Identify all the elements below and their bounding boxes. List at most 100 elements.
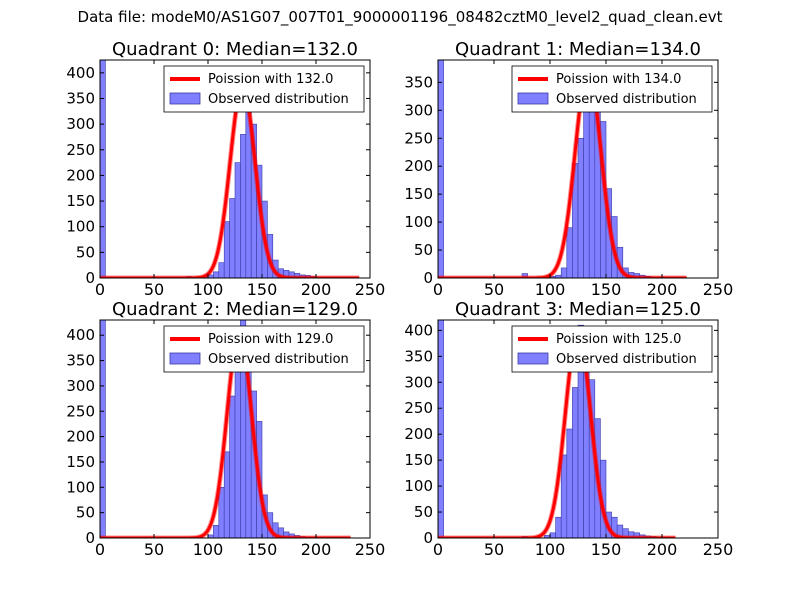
legend: Poission with 125.0 Observed distribution (511, 325, 713, 373)
x-tick-label: 50 (484, 280, 504, 299)
legend-box (163, 325, 365, 373)
x-tick-label: 100 (535, 280, 566, 299)
y-tick-label: 100 (66, 218, 95, 236)
histogram-bar (566, 428, 573, 538)
quadrant-2-panel: 0 50 100 150 200 250050100150200250300350400Q… (66, 299, 385, 559)
legend-observed-swatch (517, 352, 549, 365)
legend: Poission with 132.0 Observed distribution (163, 65, 365, 113)
y-tick-label: 400 (66, 64, 95, 82)
legend: Poission with 134.0 Observed distribution (511, 65, 713, 113)
histogram-bar (234, 162, 241, 278)
y-tick-label: 400 (404, 321, 433, 339)
histogram-bar (229, 198, 236, 278)
y-tick-label: 200 (66, 428, 95, 446)
fit-line (100, 84, 360, 278)
histogram-bar (438, 320, 444, 538)
legend-observed-label: Observed distribution (556, 92, 697, 107)
y-tick-label: 150 (404, 451, 433, 469)
x-tick-label: 250 (703, 540, 734, 559)
y-tick-label: 350 (66, 352, 95, 370)
chart-title: Quadrant 1: Median=134.0 (455, 39, 701, 60)
histogram-bar (577, 137, 584, 278)
y-tick-label: 200 (404, 157, 433, 175)
plot-area (100, 60, 361, 278)
histogram-bar (213, 525, 220, 538)
x-tick-label: 50 (144, 540, 164, 559)
histogram-bar (583, 93, 590, 278)
legend-observed-label: Observed distribution (208, 92, 349, 107)
y-tick-label: 250 (404, 129, 433, 147)
y-tick-label: 0 (85, 529, 95, 547)
y-tick-label: 100 (66, 478, 95, 496)
y-tick-label: 300 (66, 115, 95, 133)
legend-fit-label: Poission with 132.0 (208, 72, 333, 87)
axes-frame (437, 319, 719, 539)
y-tick-label: 50 (414, 503, 433, 521)
legend-observed-label: Observed distribution (556, 352, 697, 367)
histogram-bar (234, 345, 241, 538)
x-tick-label: 250 (355, 540, 386, 559)
y-tick-label: 0 (85, 269, 95, 287)
x-tick-label: 100 (193, 280, 224, 299)
x-tick-label: 200 (647, 540, 678, 559)
y-tick-label: 50 (76, 243, 95, 261)
x-tick-label: 150 (247, 280, 278, 299)
histogram-bar (566, 227, 573, 278)
x-tick-label: 0 (95, 280, 105, 299)
chart-title: Quadrant 2: Median=129.0 (112, 299, 358, 320)
y-tick-label: 300 (404, 101, 433, 119)
x-tick-label: 200 (647, 280, 678, 299)
histogram-bar (218, 262, 225, 278)
histogram-bar (240, 134, 247, 278)
y-tick-label: 350 (404, 73, 433, 91)
figure-title: Data file: modeM0/AS1G07_007T01_90000011… (77, 8, 723, 26)
y-tick-label: 0 (423, 269, 433, 287)
y-tick-label: 250 (66, 402, 95, 420)
histogram-bar (438, 60, 444, 278)
y-tick-label: 100 (404, 213, 433, 231)
y-tick-label: 200 (404, 425, 433, 443)
legend-observed-label: Observed distribution (208, 352, 349, 367)
axes-frame (437, 59, 719, 279)
histogram-bar (213, 271, 220, 278)
legend-observed-swatch (517, 92, 549, 105)
quadrant-0-panel: 0 50 100 150 200 250 0 50 100 150 200 250 300 350 400 Q… (66, 39, 385, 299)
histogram-bar (100, 320, 106, 538)
y-tick-label: 150 (66, 192, 95, 210)
x-tick-label: 200 (301, 540, 332, 559)
x-tick-label: 150 (247, 540, 278, 559)
x-tick-label: 100 (535, 540, 566, 559)
y-tick-label: 350 (66, 89, 95, 107)
y-tick-label: 250 (404, 399, 433, 417)
x-tick-label: 150 (591, 540, 622, 559)
histogram-bar (100, 60, 106, 278)
y-tick-label: 300 (66, 377, 95, 395)
x-tick-label: 0 (95, 540, 105, 559)
y-tick-label: 100 (404, 477, 433, 495)
x-tick-label: 100 (193, 540, 224, 559)
x-tick-label: 0 (433, 540, 443, 559)
y-tick-label: 150 (66, 453, 95, 471)
y-tick-label: 0 (423, 529, 433, 547)
quadrant-1-panel: 0 50 100 150 200 250 0 50 100 150 200 250 300 350 Quad… (404, 39, 733, 299)
y-tick-label: 400 (66, 326, 95, 344)
legend: Poission with 129.0 Observed distribution (163, 325, 365, 373)
histogram-bar (223, 451, 230, 538)
quadrant-3-panel: 0 50 100 150 200 250 0 50 100 150 200 250 300 350 400 Q… (404, 299, 733, 559)
y-tick-label: 200 (66, 166, 95, 184)
x-tick-label: 0 (433, 280, 443, 299)
legend-observed-swatch (169, 352, 201, 365)
x-tick-label: 150 (591, 280, 622, 299)
legend-observed-swatch (169, 92, 201, 105)
y-tick-label: 150 (404, 185, 433, 203)
y-tick-label: 50 (414, 241, 433, 259)
x-tick-label: 250 (355, 280, 386, 299)
x-tick-label: 50 (144, 280, 164, 299)
x-tick-label: 200 (301, 280, 332, 299)
y-tick-label: 250 (66, 141, 95, 159)
histogram-bar (572, 387, 579, 538)
axes-frame (99, 59, 371, 279)
histogram-bar (560, 267, 568, 278)
fit-line (100, 331, 351, 538)
